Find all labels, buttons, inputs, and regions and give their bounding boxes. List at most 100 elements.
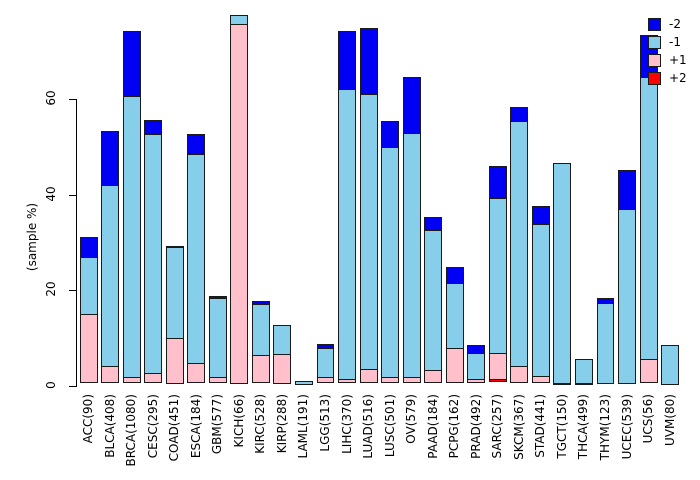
bar-LGG(513) [316,344,335,385]
bar-segment-+1 [79,314,98,384]
bar-segment--2 [122,31,141,97]
bar-CESC(295) [144,120,163,385]
bar-TGCT(150) [553,162,572,386]
x-tick-label: UCS(56) [641,394,656,444]
bar-UCS(56) [639,35,658,385]
bar-segment-+1 [575,382,593,385]
legend-swatch-+2 [648,71,661,85]
bar-segment-+1 [187,363,206,384]
bar-segment--1 [359,94,378,371]
bar-segment--1 [424,229,443,371]
bar-segment--1 [661,344,680,386]
bar-segment--2 [187,133,206,155]
x-tick-label: TGCT(150) [554,394,569,459]
bar-segment--1 [294,380,313,386]
bar-segment--2 [488,166,507,200]
x-tick-label: SARC(257) [490,394,505,459]
legend-swatch--1 [648,35,661,49]
bar-segment--2 [359,28,378,96]
bar-segment--1 [144,133,163,375]
bar-segment--2 [531,206,550,225]
bar-segment-+1 [208,376,227,384]
bar-segment-+1 [531,375,550,384]
bar-LIHC(370) [338,30,356,386]
bar-segment--1 [488,198,507,355]
x-tick-label: BRCA(1080) [124,394,139,467]
y-tick-label: 60 [44,90,58,106]
legend-item: -2 [648,16,687,32]
x-tick-label: STAD(441) [533,394,548,458]
bar-segment-+1 [424,369,443,384]
bar-LAML(191) [294,380,313,386]
x-tick-label: LUAD(516) [361,394,376,459]
bar-segment--2 [338,30,356,90]
bar-KICH(66) [230,14,249,386]
bar-segment-+1 [553,382,572,385]
bar-segment--2 [424,217,443,231]
y-tick [69,385,76,387]
bar-segment-+1 [230,23,249,385]
bar-PRAD(492) [467,345,486,385]
x-tick-label: KICH(66) [231,394,246,448]
bar-GBM(577) [208,296,227,385]
x-tick-label: CESC(295) [145,394,160,459]
legend-item: +1 [648,52,687,68]
x-tick-label: BLCA(408) [102,394,117,458]
x-tick-label: PRAD(492) [468,394,483,459]
bar-segment--1 [596,302,615,385]
x-tick-label: COAD(451) [167,394,182,462]
bar-segment--2 [618,169,637,210]
legend-label: -1 [669,35,681,49]
bar-segment--1 [402,133,421,379]
bar-KIRC(528) [251,300,270,386]
x-tick-label: LUSC(501) [382,394,397,458]
legend-swatch-+1 [648,53,661,67]
legend-item: +2 [648,70,687,86]
bar-segment--1 [445,282,464,349]
legend-label: +2 [669,71,687,85]
x-tick-label: GBM(577) [210,394,225,455]
bar-segment-+1 [144,373,163,384]
bar-LUAD(516) [359,28,378,385]
bar-STAD(441) [531,206,550,385]
y-tick [69,290,76,291]
bar-BRCA(1080) [122,31,141,385]
x-tick-label: KIRP(288) [274,394,289,454]
bar-segment-+1 [510,365,529,384]
bar-segment-+1 [122,376,141,384]
bar-BLCA(408) [101,130,120,386]
bar-segment--2 [445,266,464,284]
bar-segment-+1 [639,359,658,384]
bar-OV(579) [402,76,421,386]
bar-segment-+1 [488,353,507,380]
bar-segment--2 [510,106,529,123]
bar-segment-+1 [445,347,464,384]
x-tick-label: LIHC(370) [339,394,354,454]
bar-SKCM(367) [510,106,529,386]
bar-segment--1 [618,208,637,385]
bar-THCA(499) [575,358,593,386]
legend-swatch--2 [648,17,661,31]
x-tick-label: UVM(80) [662,394,677,446]
bar-THYM(123) [596,298,615,385]
bar-UCEC(539) [618,169,637,386]
x-tick-label: OV(579) [404,394,419,444]
bar-segment--2 [381,121,400,149]
x-tick-label: LAML(191) [296,394,311,459]
bar-segment--1 [273,324,292,356]
bar-ACC(90) [79,237,98,385]
bar-UVM(80) [661,344,680,386]
x-tick-label: SKCM(367) [511,394,526,460]
y-axis-title: (sample %) [25,202,39,272]
bar-segment--2 [402,76,421,135]
bar-segment--2 [79,237,98,258]
bar-segment-+1 [165,337,184,384]
bar-segment-+1 [402,377,421,384]
x-tick-label: THYM(123) [598,394,613,461]
bar-segment--1 [639,77,658,361]
bar-segment--1 [338,88,356,381]
x-tick-label: UCEC(539) [619,394,634,460]
bar-segment-+1 [251,355,270,384]
x-tick-label: ESCA(184) [188,394,203,459]
